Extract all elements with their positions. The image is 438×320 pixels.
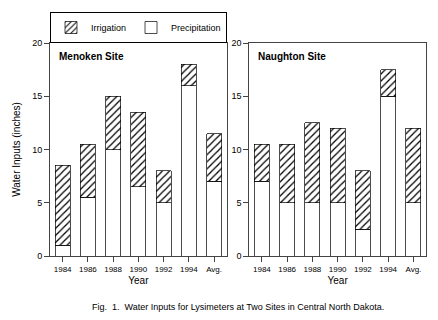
svg-text:Precipitation: Precipitation bbox=[171, 23, 221, 33]
svg-text:5: 5 bbox=[37, 198, 42, 208]
svg-text:Avg.: Avg. bbox=[405, 265, 421, 274]
svg-text:15: 15 bbox=[32, 91, 42, 101]
svg-text:1994: 1994 bbox=[379, 265, 397, 274]
svg-text:10: 10 bbox=[231, 145, 241, 155]
svg-text:1988: 1988 bbox=[104, 265, 122, 274]
svg-text:Water Inputs (inches): Water Inputs (inches) bbox=[11, 102, 22, 197]
svg-text:5: 5 bbox=[236, 198, 241, 208]
svg-text:15: 15 bbox=[231, 91, 241, 101]
svg-text:1986: 1986 bbox=[278, 265, 296, 274]
svg-text:Avg.: Avg. bbox=[206, 265, 222, 274]
svg-text:1986: 1986 bbox=[79, 265, 97, 274]
svg-text:Year: Year bbox=[128, 275, 149, 286]
svg-text:Fig. 1. Water Inputs for Lys: Fig. 1. Water Inputs for Lysimeters at T… bbox=[92, 302, 384, 312]
svg-text:Year: Year bbox=[328, 275, 349, 286]
svg-text:0: 0 bbox=[37, 251, 42, 261]
svg-text:10: 10 bbox=[32, 145, 42, 155]
svg-text:1988: 1988 bbox=[303, 265, 321, 274]
svg-text:Menoken Site: Menoken Site bbox=[59, 51, 124, 62]
svg-text:20: 20 bbox=[32, 38, 42, 48]
svg-text:20: 20 bbox=[231, 38, 241, 48]
svg-text:1990: 1990 bbox=[129, 265, 147, 274]
svg-text:0: 0 bbox=[236, 251, 241, 261]
svg-text:1992: 1992 bbox=[354, 265, 372, 274]
svg-text:1990: 1990 bbox=[329, 265, 347, 274]
svg-text:1994: 1994 bbox=[180, 265, 198, 274]
svg-text:Irrigation: Irrigation bbox=[91, 23, 126, 33]
svg-text:Naughton Site: Naughton Site bbox=[258, 51, 326, 62]
svg-text:1984: 1984 bbox=[54, 265, 72, 274]
svg-text:1992: 1992 bbox=[155, 265, 173, 274]
svg-text:1984: 1984 bbox=[253, 265, 271, 274]
